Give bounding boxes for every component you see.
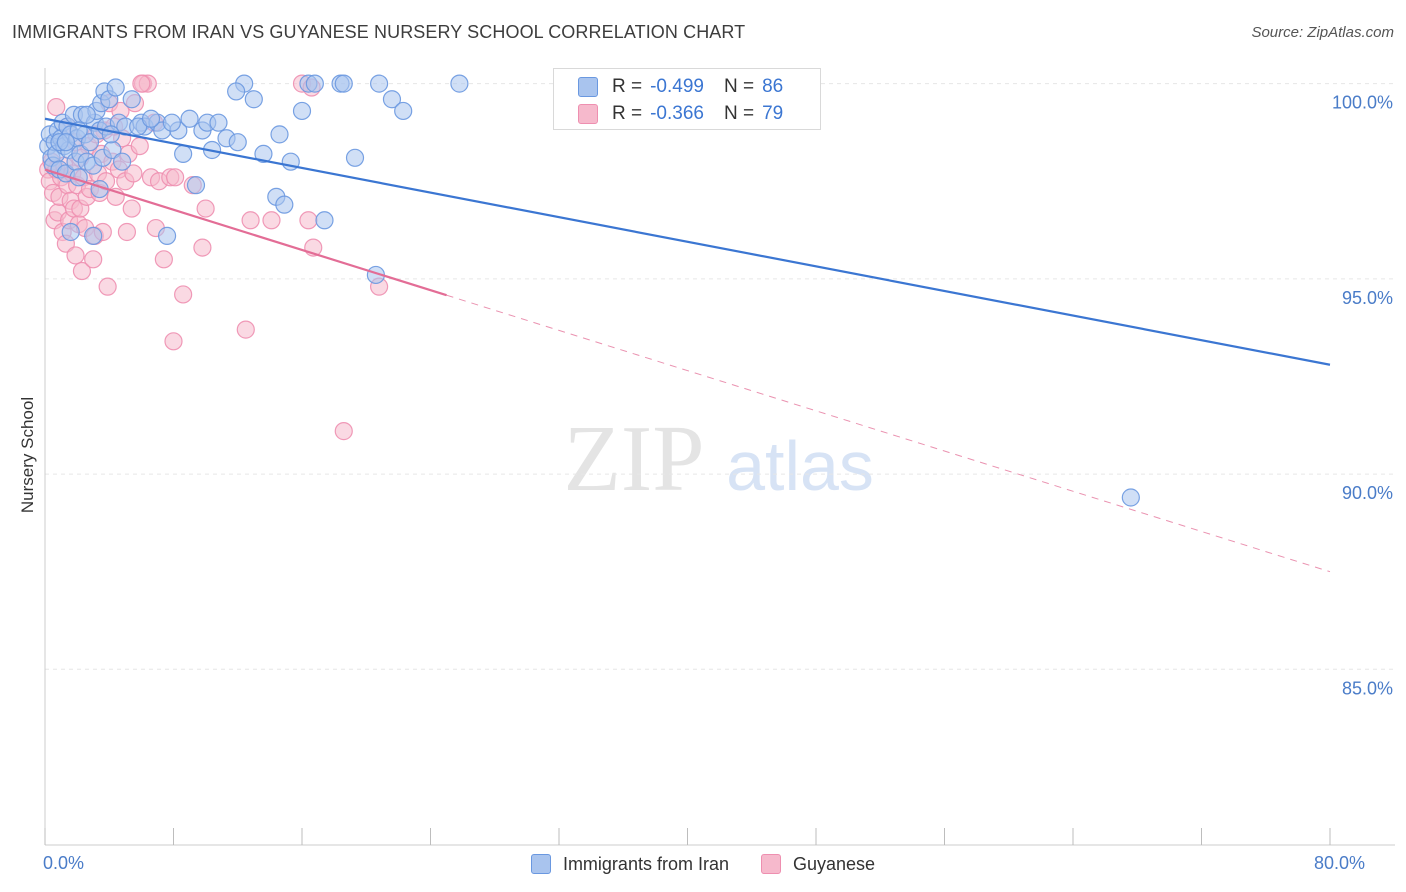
guyanese-point [132, 74, 151, 93]
guyanese-point [299, 211, 318, 230]
iran-point [382, 90, 402, 109]
iran-point [228, 133, 247, 152]
chart-title: IMMIGRANTS FROM IRAN VS GUYANESE NURSERY… [12, 22, 746, 42]
iran-point [174, 144, 193, 163]
iran-point [275, 195, 294, 214]
iran-point [227, 82, 246, 101]
guyanese-trend-line [44, 168, 447, 297]
guyanese-point [154, 250, 173, 269]
legend-r-label: R = [612, 103, 643, 124]
iran-point [106, 78, 125, 97]
y-axis-title: Nursery School [18, 396, 37, 514]
legend-row-guyanese: R = -0.366 N = 79 [578, 102, 783, 126]
series-legend-guyanese[interactable]: Guyanese [760, 853, 876, 875]
iran-point [1121, 488, 1140, 507]
watermark-zip: ZIP [564, 407, 705, 511]
guyanese-point [174, 285, 193, 304]
axes-layer [44, 68, 1395, 846]
guyanese-point [164, 332, 183, 351]
guyanese-point [47, 97, 66, 117]
guyanese-point [262, 211, 281, 230]
guyanese-point [241, 211, 260, 230]
series-legend: Immigrants from Iran Guyanese [0, 852, 1406, 876]
iran-point [180, 109, 199, 128]
series-label-guyanese: Guyanese [792, 853, 876, 874]
iran-point [112, 152, 132, 171]
iran-point [61, 222, 80, 242]
series-swatch-guyanese [760, 854, 781, 874]
iran-point [315, 211, 334, 230]
axis-labels-layer: 100.0% 95.0% 90.0% 85.0% 0.0% 80.0% [43, 93, 1393, 873]
series-swatch-iran [530, 854, 551, 874]
guyanese-point [130, 136, 149, 156]
iran-point [394, 101, 413, 121]
iran-point [162, 113, 181, 132]
correlation-legend: R = -0.499 N = 86 R = -0.366 N = 79 [553, 68, 821, 130]
iran-point [209, 113, 228, 132]
guyanese-point [122, 199, 141, 218]
iran-point [305, 74, 324, 93]
series-legend-iran[interactable]: Immigrants from Iran [530, 853, 729, 875]
iran-point [270, 125, 289, 144]
legend-swatch-iran [578, 77, 598, 97]
legend-swatch-guyanese [578, 104, 598, 124]
x-tick-label: 80.0% [1314, 853, 1365, 873]
legend-n-label: N = [723, 76, 755, 97]
iran-point [254, 144, 273, 163]
guyanese-point [72, 261, 92, 281]
y-tick-label: 90.0% [1342, 483, 1393, 503]
trend-layer [44, 117, 1331, 573]
guyanese-point [84, 250, 103, 269]
guyanese-point [66, 246, 85, 265]
iran-trend-line [44, 117, 1331, 366]
iran-point [334, 74, 353, 93]
watermark: ZIP atlas [564, 407, 874, 511]
guyanese-trend-extension [446, 294, 1331, 573]
x-tick-label: 0.0% [43, 853, 84, 873]
y-tick-label: 95.0% [1342, 288, 1393, 308]
iran-point [370, 74, 389, 93]
iran-point [56, 133, 75, 152]
guyanese-point [117, 222, 137, 242]
grid-layer [45, 83, 1395, 670]
y-tick-label: 100.0% [1332, 93, 1393, 113]
iran-point [101, 125, 120, 144]
guyanese-point [98, 277, 117, 296]
legend-n-value-iran: 86 [762, 76, 784, 97]
series-label-iran: Immigrants from Iran [562, 853, 729, 874]
guyanese-point [166, 168, 185, 187]
iran-point [141, 109, 161, 128]
iran-point [345, 148, 365, 167]
source-label: Source: ZipAtlas.com [1251, 24, 1394, 41]
iran-point [244, 90, 263, 109]
guyanese-point [193, 238, 212, 257]
iran-point [122, 90, 141, 109]
iran-point [292, 101, 312, 121]
legend-n-value-guyanese: 79 [762, 103, 784, 124]
iran-point [450, 74, 469, 93]
watermark-atlas: atlas [726, 427, 874, 505]
iran-point [80, 133, 100, 152]
iran-point [157, 226, 177, 245]
legend-r-value-iran: -0.499 [650, 76, 704, 97]
guyanese-point [334, 422, 353, 441]
legend-n-label: N = [723, 103, 755, 124]
iran-point [77, 105, 96, 124]
guyanese-point [196, 199, 215, 218]
iran-point [84, 226, 103, 245]
guyanese-point [124, 164, 143, 183]
guyanese-point [236, 320, 255, 339]
legend-r-label: R = [612, 76, 643, 97]
legend-r-value-guyanese: -0.366 [650, 103, 704, 124]
y-tick-label: 85.0% [1342, 678, 1393, 698]
legend-row-iran: R = -0.499 N = 86 [578, 75, 783, 99]
iran-point [186, 176, 206, 195]
